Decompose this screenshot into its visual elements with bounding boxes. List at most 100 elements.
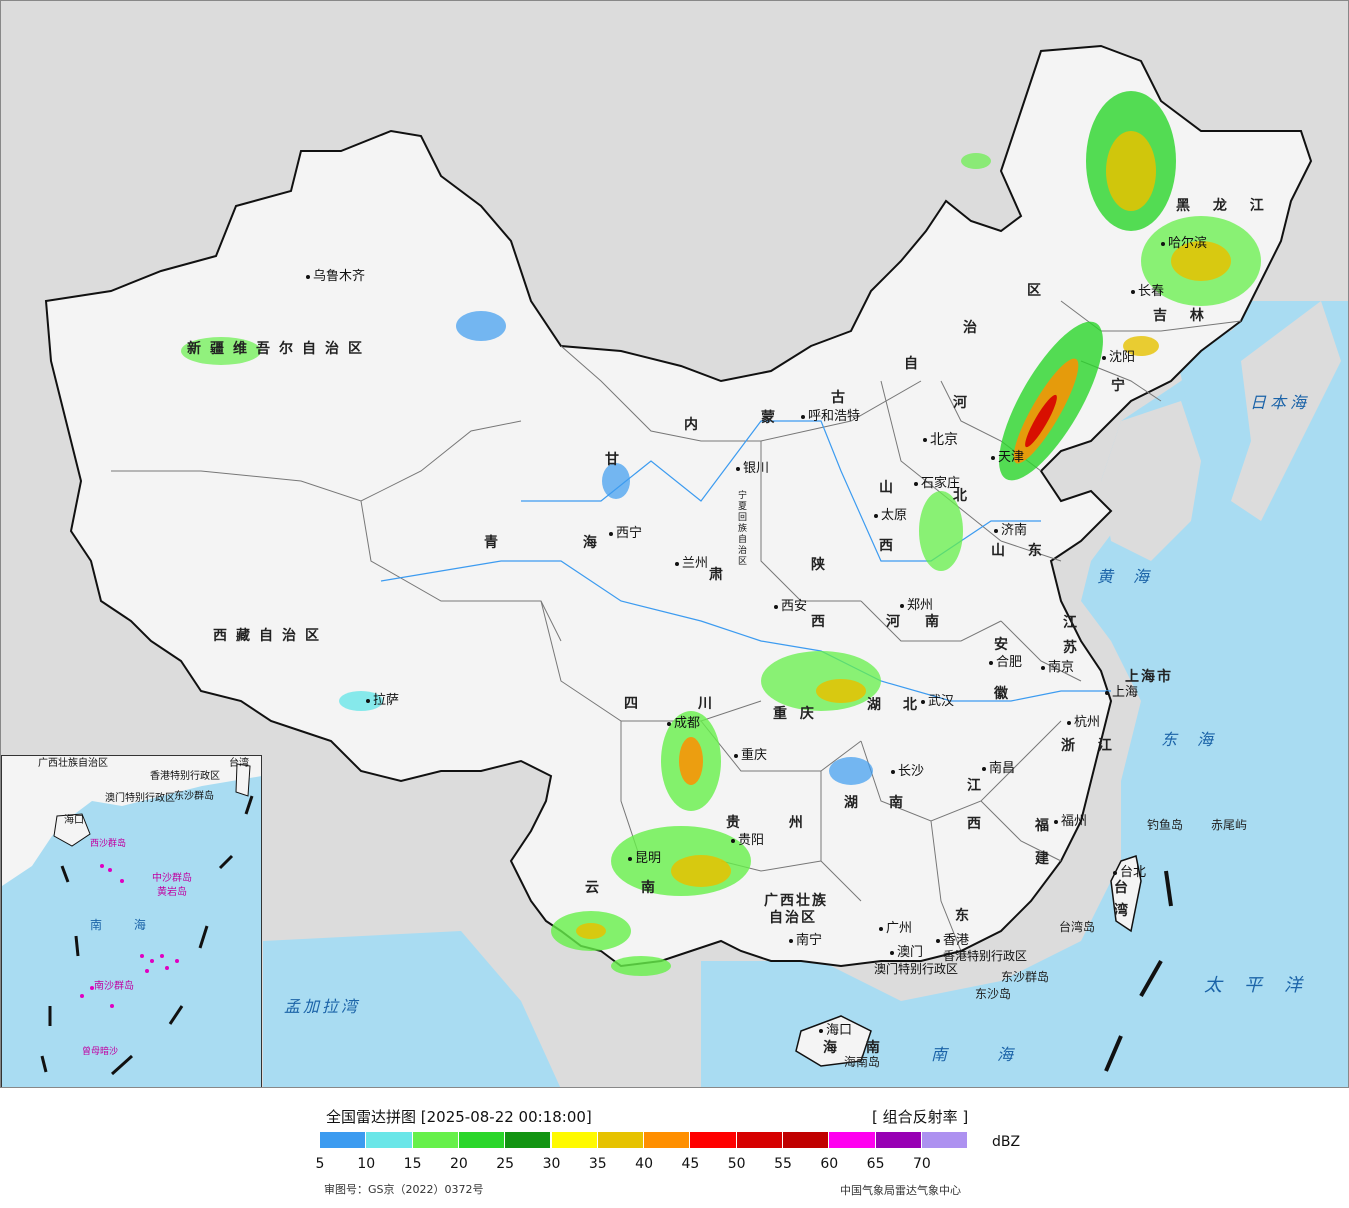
legend-swatch-13 <box>875 1132 921 1148</box>
island-dongsha-qd: 东沙群岛 <box>1001 970 1050 984</box>
legend-tick-label: 65 <box>866 1156 885 1172</box>
inset-label-zhongsha: 中沙群岛 <box>152 873 192 884</box>
label-guizhou: 贵 州 <box>726 815 825 831</box>
city-chengdu: 成都 <box>667 717 700 730</box>
city-yinchuan: 银川 <box>736 462 769 475</box>
city-hohhot: 呼和浩特 <box>801 410 860 423</box>
label-yunnan-2: 南 <box>641 880 664 896</box>
legend-tick-label: 50 <box>727 1156 746 1172</box>
hainan-land <box>795 1015 872 1067</box>
inset-hainan <box>53 813 91 847</box>
city-urumqi: 乌鲁木齐 <box>306 270 365 283</box>
city-harbin: 哈尔滨 <box>1161 237 1207 250</box>
legend-tick-label: 40 <box>635 1156 654 1172</box>
city-changchun: 长春 <box>1131 285 1164 298</box>
label-henan-1: 河 <box>886 614 909 630</box>
label-hainan: 海 南 <box>823 1040 892 1056</box>
label-anhui-2: 徽 <box>994 686 1017 702</box>
city-chongqing: 重庆 <box>734 749 767 762</box>
label-jiangxi-1: 江 <box>967 778 990 794</box>
sea-yellow: 黄海 <box>1097 567 1170 586</box>
source-credit: 中国气象局雷达气象中心 <box>840 1184 961 1197</box>
label-gansu: 甘 <box>605 452 628 468</box>
island-hainan: 海南岛 <box>844 1055 881 1069</box>
label-chongqing: 重 庆 <box>773 706 818 722</box>
label-neimenggu-4: 自 <box>904 356 927 372</box>
legend-swatch-11 <box>783 1132 829 1148</box>
legend-swatch-3 <box>412 1132 458 1148</box>
legend-tick-label: 60 <box>820 1156 839 1172</box>
legend-tick-label: 30 <box>542 1156 561 1172</box>
legend-tick-label: 15 <box>403 1156 422 1172</box>
legend-swatch-7 <box>597 1132 644 1148</box>
label-fujian-1: 福 <box>1035 818 1058 834</box>
city-lhasa: 拉萨 <box>366 694 399 707</box>
label-neimenggu-5: 治 <box>963 320 986 336</box>
island-diaoyu: 钓鱼岛 <box>1147 818 1184 832</box>
legend-title: 全国雷达拼图 [2025-08-22 00:18:00] <box>326 1108 592 1126</box>
legend-tick-label: 55 <box>774 1156 792 1172</box>
label-xinjiang: 新疆维吾尔自治区 <box>187 341 371 357</box>
inset-canvas <box>2 756 261 1076</box>
label-yunnan-1: 云 <box>585 880 608 896</box>
inset-label-dongsha: 东沙群岛 <box>174 791 214 802</box>
city-tianjin: 天津 <box>991 451 1024 464</box>
review-number: 审图号：GS京（2022）0372号 <box>324 1183 484 1196</box>
bengal-sea <box>263 931 561 1087</box>
city-nanning: 南宁 <box>789 934 822 947</box>
label-hubei-2: 北 <box>903 697 926 713</box>
legend-panel <box>0 1088 1349 1208</box>
label-guangxi: 广西壮族 <box>764 893 828 909</box>
label-gansu-2: 肃 <box>709 567 732 583</box>
label-qinghai: 青 海 <box>484 535 637 551</box>
city-zhengzhou: 郑州 <box>900 599 933 612</box>
label-hebei-1: 河 <box>953 395 976 411</box>
island-taiwan: 台湾岛 <box>1059 920 1096 934</box>
inset-label-hk: 香港特别行政区 <box>150 771 220 782</box>
label-sichuan-1: 四 <box>624 696 647 712</box>
radar-echoes <box>181 91 1261 976</box>
city-jinan: 济南 <box>994 524 1027 537</box>
label-shandong: 山 东 <box>991 543 1051 559</box>
label-neimenggu-3: 古 <box>831 390 854 406</box>
city-xining: 西宁 <box>609 527 642 540</box>
inset-label-mo: 澳门特别行政区 <box>105 793 175 804</box>
sea-japan: 日本海 <box>1250 393 1311 412</box>
legend-swatch-8 <box>644 1132 690 1148</box>
city-nanjing: 南京 <box>1041 661 1074 674</box>
label-neimenggu-6: 区 <box>1027 283 1050 299</box>
legend-swatch-5 <box>505 1132 551 1148</box>
city-hongkong: 香港 <box>936 934 969 947</box>
inset-label-taiwan: 台湾 <box>229 758 249 769</box>
label-shanghai: 上海市 <box>1125 669 1173 685</box>
label-hunan-1: 湖 <box>844 795 867 811</box>
city-lanzhou: 兰州 <box>675 557 708 570</box>
label-neimenggu-1: 内 <box>684 417 707 433</box>
city-shijiazhuang: 石家庄 <box>914 477 960 490</box>
label-hk-region: 香港特别行政区 <box>943 949 1028 963</box>
legend-swatch-10 <box>736 1132 782 1148</box>
legend-swatch-12 <box>829 1132 875 1148</box>
label-anhui-1: 安 <box>994 637 1017 653</box>
sea-east: 东海 <box>1161 730 1234 749</box>
legend-tick-label: 35 <box>588 1156 607 1172</box>
city-nanchang: 南昌 <box>982 762 1015 775</box>
city-guiyang: 贵阳 <box>731 834 764 847</box>
label-jiangsu-2: 苏 <box>1063 640 1086 656</box>
island-chiwei: 赤尾屿 <box>1211 818 1248 832</box>
city-beijing: 北京 <box>923 433 958 447</box>
inset-label-nanhai: 南 海 <box>90 918 160 932</box>
label-taiwan-1: 台 <box>1114 880 1137 896</box>
radar-map[interactable]: 新疆维吾尔自治区 西藏自治区 青 海 甘 肃 内 蒙 古 自 治 区 黑 龙 江… <box>0 0 1349 1088</box>
inset-label-gx: 广西壮族自治区 <box>38 758 108 769</box>
label-shaanxi-2: 西 <box>811 614 834 630</box>
inset-label-xisha: 西沙群岛 <box>90 839 127 849</box>
legend-tick-label: 20 <box>449 1156 468 1172</box>
inset-label-nansha: 南沙群岛 <box>94 981 134 992</box>
label-sichuan-2: 川 <box>698 696 721 712</box>
label-jiangxi-2: 西 <box>967 816 990 832</box>
label-zhejiang: 浙 江 <box>1061 738 1121 754</box>
legend-tick-label: 25 <box>496 1156 515 1172</box>
label-hebei-2: 北 <box>953 488 976 504</box>
label-hunan-2: 南 <box>889 795 912 811</box>
